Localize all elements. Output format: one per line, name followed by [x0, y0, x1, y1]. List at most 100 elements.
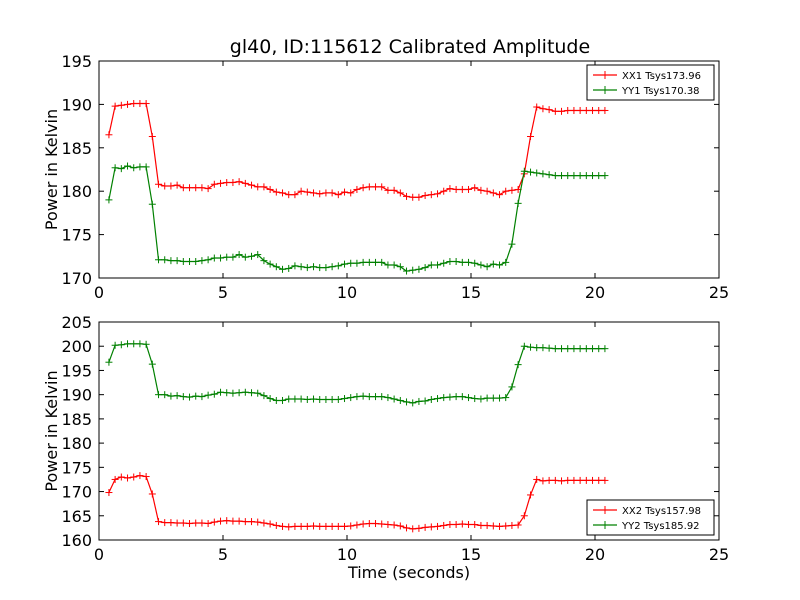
data-point [186, 520, 194, 528]
data-point [589, 172, 597, 180]
x-tick-label: 25 [709, 283, 729, 302]
data-point [496, 191, 504, 199]
data-point [254, 251, 262, 259]
data-point [576, 106, 584, 114]
data-point [186, 393, 194, 401]
data-point [192, 258, 200, 266]
data-point [310, 263, 318, 271]
data-point [210, 180, 218, 188]
data-point [539, 477, 547, 485]
data-point [229, 517, 237, 525]
data-point [142, 473, 150, 481]
data-point [483, 521, 491, 529]
data-point [440, 394, 448, 402]
data-point [272, 521, 280, 529]
data-point [260, 392, 268, 400]
data-point [124, 100, 132, 108]
data-point [142, 100, 150, 108]
data-point [601, 476, 609, 484]
data-point [173, 519, 181, 527]
data-point [198, 519, 206, 527]
data-point [241, 253, 249, 261]
data-point [570, 345, 578, 353]
data-point [142, 163, 150, 171]
data-point [409, 193, 417, 201]
data-point [446, 185, 454, 193]
bottom-legend: XX2 Tsys157.98 YY2 Tsys185.92 [586, 499, 715, 536]
data-point [310, 189, 318, 197]
data-point [589, 106, 597, 114]
data-point [173, 392, 181, 400]
data-point [272, 188, 280, 196]
data-point [384, 186, 392, 194]
data-point [235, 178, 243, 186]
top-y-axis-label: Power in Kelvin [42, 109, 61, 230]
y-tick-label: 195 [61, 361, 92, 380]
data-point [502, 187, 510, 195]
series-line-1 [108, 102, 605, 198]
data-point [266, 185, 274, 193]
bottom-panel: 0 5 10 15 20 25 160 165 170 175 180 185 190 195 200 205… [42, 313, 729, 582]
data-point [359, 392, 367, 400]
data-point [551, 172, 559, 180]
data-point [347, 522, 355, 530]
data-point [111, 164, 119, 172]
data-point [322, 189, 330, 197]
x-tick-label: 0 [94, 545, 104, 564]
data-point [545, 171, 553, 179]
data-point [167, 392, 175, 400]
data-point [489, 394, 497, 402]
legend-item: XX1 Tsys173.96 [593, 71, 701, 82]
bottom-y-axis-label: Power in Kelvin [42, 370, 61, 491]
data-point [520, 512, 528, 520]
data-point [192, 184, 200, 192]
data-point [527, 168, 535, 176]
data-point [465, 185, 473, 193]
y-tick-label: 200 [61, 337, 92, 356]
data-point [458, 393, 466, 401]
data-point [260, 257, 268, 265]
data-point [124, 340, 132, 348]
data-point [582, 476, 590, 484]
data-point [316, 396, 324, 404]
data-point [285, 523, 293, 531]
data-point [564, 172, 572, 180]
data-point [167, 519, 175, 527]
data-point [198, 393, 206, 401]
legend-label: YY2 Tsys185.92 [621, 521, 700, 532]
data-point [551, 476, 559, 484]
y-tick-label: 170 [61, 483, 92, 502]
data-point [303, 396, 311, 404]
data-point [427, 261, 435, 269]
data-point [297, 522, 305, 530]
data-point [365, 258, 373, 266]
data-point [341, 260, 349, 268]
legend-item: YY2 Tsys185.92 [593, 521, 700, 532]
data-point [303, 188, 311, 196]
data-point [136, 163, 144, 171]
data-point [576, 476, 584, 484]
data-point [446, 258, 454, 266]
data-point [266, 520, 274, 528]
data-point [229, 389, 237, 397]
data-point [334, 191, 342, 199]
data-point [508, 521, 516, 529]
data-point [514, 199, 522, 207]
data-point [316, 522, 324, 530]
data-point [359, 184, 367, 192]
data-point [533, 103, 541, 111]
data-point [248, 252, 256, 260]
data-point [378, 520, 386, 528]
legend-label: XX1 Tsys173.96 [622, 71, 701, 82]
data-point [396, 263, 404, 271]
data-point [403, 192, 411, 200]
data-point [297, 395, 305, 403]
data-point [291, 522, 299, 530]
data-point [347, 189, 355, 197]
data-point [539, 344, 547, 352]
x-tick-label: 5 [218, 545, 228, 564]
data-point [229, 179, 237, 187]
data-point [297, 187, 305, 195]
data-point [365, 183, 373, 191]
data-point [136, 100, 144, 108]
